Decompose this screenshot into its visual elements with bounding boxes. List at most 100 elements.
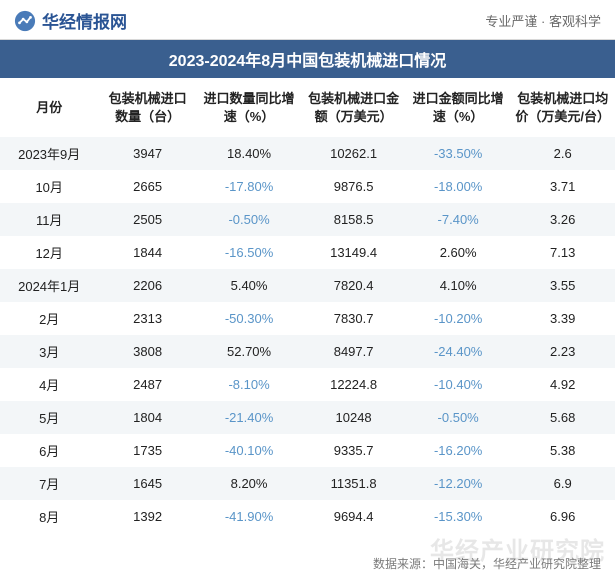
cell-amt-yoy: 4.10% [406,269,511,302]
import-table: 月份 包装机械进口数量（台） 进口数量同比增速（%） 包装机械进口金额（万美元）… [0,78,615,533]
table-row: 10月2665-17.80%9876.5-18.00%3.71 [0,170,615,203]
tagline-sep: · [537,14,549,29]
cell-amt-yoy: -10.20% [406,302,511,335]
brand-name: 华经情报网 [42,8,127,33]
table-row: 2024年1月22065.40%7820.44.10%3.55 [0,269,615,302]
cell-qty: 2313 [98,302,196,335]
col-avg: 包装机械进口均价（万美元/台） [510,78,615,137]
col-qty-yoy: 进口数量同比增速（%） [197,78,302,137]
table-container: 月份 包装机械进口数量（台） 进口数量同比增速（%） 包装机械进口金额（万美元）… [0,78,615,533]
cell-qty-yoy: -50.30% [197,302,302,335]
cell-month: 6月 [0,434,98,467]
cell-avg: 6.96 [510,500,615,533]
cell-qty-yoy: 8.20% [197,467,302,500]
cell-amt: 7830.7 [301,302,406,335]
cell-month: 2023年9月 [0,137,98,170]
cell-amt: 9876.5 [301,170,406,203]
table-row: 2023年9月394718.40%10262.1-33.50%2.6 [0,137,615,170]
cell-qty-yoy: -0.50% [197,203,302,236]
table-row: 7月16458.20%11351.8-12.20%6.9 [0,467,615,500]
cell-month: 3月 [0,335,98,368]
cell-qty: 1804 [98,401,196,434]
cell-avg: 2.23 [510,335,615,368]
cell-avg: 3.39 [510,302,615,335]
cell-amt-yoy: -33.50% [406,137,511,170]
cell-avg: 5.68 [510,401,615,434]
cell-qty-yoy: 5.40% [197,269,302,302]
cell-avg: 3.26 [510,203,615,236]
col-qty: 包装机械进口数量（台） [98,78,196,137]
cell-amt: 13149.4 [301,236,406,269]
cell-avg: 6.9 [510,467,615,500]
cell-amt-yoy: -15.30% [406,500,511,533]
cell-qty-yoy: 18.40% [197,137,302,170]
cell-month: 8月 [0,500,98,533]
table-row: 5月1804-21.40%10248-0.50%5.68 [0,401,615,434]
cell-month: 4月 [0,368,98,401]
table-body: 2023年9月394718.40%10262.1-33.50%2.610月266… [0,137,615,533]
tagline-left: 专业严谨 [485,14,537,29]
cell-avg: 7.13 [510,236,615,269]
cell-month: 10月 [0,170,98,203]
cell-amt-yoy: -0.50% [406,401,511,434]
cell-qty: 1844 [98,236,196,269]
brand: 华经情报网 [14,8,127,33]
cell-amt: 7820.4 [301,269,406,302]
table-row: 11月2505-0.50%8158.5-7.40%3.26 [0,203,615,236]
tagline: 专业严谨 · 客观科学 [485,11,601,30]
table-head: 月份 包装机械进口数量（台） 进口数量同比增速（%） 包装机械进口金额（万美元）… [0,78,615,137]
table-row: 4月2487-8.10%12224.8-10.40%4.92 [0,368,615,401]
cell-amt: 9694.4 [301,500,406,533]
cell-month: 2月 [0,302,98,335]
cell-avg: 3.71 [510,170,615,203]
data-source-label: 数据来源：中国海关，华经产业研究院整理 [373,555,601,572]
cell-qty: 1392 [98,500,196,533]
cell-amt-yoy: -12.20% [406,467,511,500]
cell-amt: 8158.5 [301,203,406,236]
cell-avg: 3.55 [510,269,615,302]
table-row: 3月380852.70%8497.7-24.40%2.23 [0,335,615,368]
cell-month: 5月 [0,401,98,434]
cell-qty: 2487 [98,368,196,401]
table-row: 12月1844-16.50%13149.42.60%7.13 [0,236,615,269]
cell-qty-yoy: -17.80% [197,170,302,203]
cell-amt: 10248 [301,401,406,434]
col-amt-yoy: 进口金额同比增速（%） [406,78,511,137]
cell-avg: 2.6 [510,137,615,170]
chart-title: 2023-2024年8月中国包装机械进口情况 [0,40,615,78]
page-header: 华经情报网 专业严谨 · 客观科学 [0,0,615,40]
cell-month: 7月 [0,467,98,500]
cell-amt: 11351.8 [301,467,406,500]
cell-qty: 2505 [98,203,196,236]
cell-amt-yoy: 2.60% [406,236,511,269]
cell-amt: 12224.8 [301,368,406,401]
cell-amt-yoy: -16.20% [406,434,511,467]
cell-amt-yoy: -10.40% [406,368,511,401]
cell-qty-yoy: -16.50% [197,236,302,269]
cell-qty: 3808 [98,335,196,368]
cell-qty-yoy: 52.70% [197,335,302,368]
table-row: 8月1392-41.90%9694.4-15.30%6.96 [0,500,615,533]
cell-amt-yoy: -24.40% [406,335,511,368]
table-row: 2月2313-50.30%7830.7-10.20%3.39 [0,302,615,335]
cell-amt: 10262.1 [301,137,406,170]
cell-qty-yoy: -21.40% [197,401,302,434]
col-amt: 包装机械进口金额（万美元） [301,78,406,137]
cell-qty-yoy: -40.10% [197,434,302,467]
cell-avg: 4.92 [510,368,615,401]
cell-qty: 1645 [98,467,196,500]
table-header-row: 月份 包装机械进口数量（台） 进口数量同比增速（%） 包装机械进口金额（万美元）… [0,78,615,137]
cell-month: 11月 [0,203,98,236]
cell-qty: 1735 [98,434,196,467]
cell-month: 12月 [0,236,98,269]
cell-amt-yoy: -7.40% [406,203,511,236]
cell-amt-yoy: -18.00% [406,170,511,203]
cell-qty: 2665 [98,170,196,203]
cell-month: 2024年1月 [0,269,98,302]
cell-qty: 2206 [98,269,196,302]
brand-logo-icon [14,10,36,32]
cell-amt: 9335.7 [301,434,406,467]
cell-qty: 3947 [98,137,196,170]
cell-qty-yoy: -8.10% [197,368,302,401]
col-month: 月份 [0,78,98,137]
